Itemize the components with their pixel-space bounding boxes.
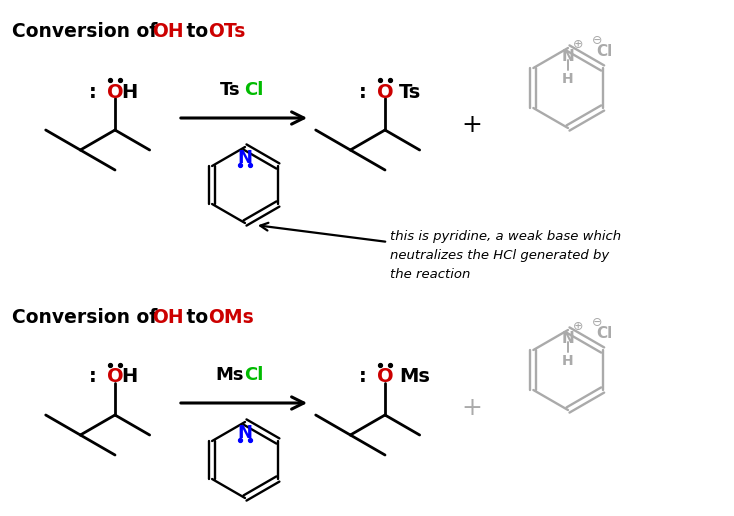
Text: H: H bbox=[562, 72, 574, 86]
Text: Cl: Cl bbox=[596, 44, 612, 59]
Text: H: H bbox=[562, 354, 574, 368]
Text: OMs: OMs bbox=[208, 308, 254, 327]
Text: O: O bbox=[106, 367, 123, 386]
Text: ⊖: ⊖ bbox=[592, 34, 603, 46]
Text: Cl: Cl bbox=[244, 366, 264, 384]
Text: O: O bbox=[106, 83, 123, 102]
Text: Ms: Ms bbox=[215, 366, 244, 384]
Text: ⊕: ⊕ bbox=[573, 319, 584, 332]
Text: to: to bbox=[180, 22, 214, 41]
Text: Ts: Ts bbox=[220, 81, 241, 99]
Text: OH: OH bbox=[152, 22, 184, 41]
Text: ⊕: ⊕ bbox=[573, 38, 584, 51]
Text: O: O bbox=[377, 367, 393, 386]
Text: O: O bbox=[377, 83, 393, 102]
Text: Conversion of: Conversion of bbox=[12, 308, 164, 327]
Text: N: N bbox=[238, 149, 252, 167]
Text: Ms: Ms bbox=[399, 367, 430, 386]
Text: this is pyridine, a weak base which
neutralizes the HCl generated by
the reactio: this is pyridine, a weak base which neut… bbox=[390, 230, 621, 281]
Text: +: + bbox=[462, 113, 482, 137]
Text: Cl: Cl bbox=[596, 327, 612, 342]
Text: Cl: Cl bbox=[244, 81, 264, 99]
Text: to: to bbox=[180, 308, 214, 327]
Text: Ts: Ts bbox=[399, 83, 421, 102]
Text: OTs: OTs bbox=[208, 22, 245, 41]
Text: :: : bbox=[89, 367, 97, 386]
Text: :: : bbox=[359, 367, 367, 386]
Text: H: H bbox=[121, 83, 137, 102]
Text: ⊖: ⊖ bbox=[592, 315, 603, 329]
Text: N: N bbox=[562, 49, 575, 64]
Text: N: N bbox=[238, 424, 252, 442]
Text: H: H bbox=[121, 367, 137, 386]
Text: +: + bbox=[462, 396, 482, 420]
Text: :: : bbox=[89, 83, 97, 102]
Text: OH: OH bbox=[152, 308, 184, 327]
Text: N: N bbox=[562, 331, 575, 346]
Text: Conversion of: Conversion of bbox=[12, 22, 164, 41]
Text: :: : bbox=[359, 83, 367, 102]
